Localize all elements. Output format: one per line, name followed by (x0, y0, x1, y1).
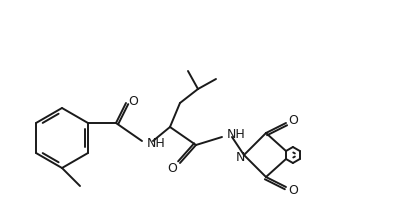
Text: O: O (167, 161, 177, 175)
Text: N: N (235, 151, 245, 164)
Text: O: O (128, 94, 138, 108)
Text: NH: NH (227, 127, 246, 140)
Text: O: O (288, 184, 298, 197)
Text: NH: NH (147, 136, 166, 150)
Text: O: O (288, 113, 298, 126)
